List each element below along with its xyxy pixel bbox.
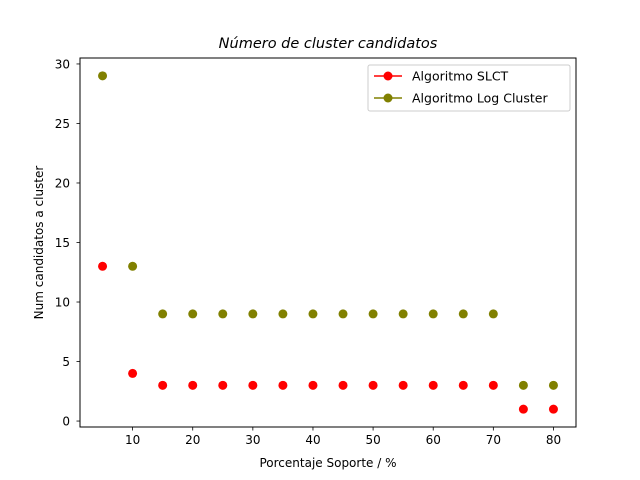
- y-tick-label: 0: [62, 415, 70, 429]
- x-tick-label: 60: [426, 433, 441, 447]
- y-tick-label: 25: [55, 117, 70, 131]
- data-point-logcluster: [218, 309, 228, 319]
- data-point-logcluster: [308, 309, 318, 319]
- legend-label-logcluster: Algoritmo Log Cluster: [412, 91, 548, 106]
- y-tick-label: 5: [62, 355, 70, 369]
- data-point-slct: [248, 380, 258, 390]
- x-tick-label: 20: [185, 433, 200, 447]
- data-point-slct: [188, 380, 198, 390]
- legend-box: [367, 64, 571, 112]
- y-tick-label: 15: [55, 236, 70, 250]
- x-tick-label: 30: [245, 433, 260, 447]
- data-point-logcluster: [428, 309, 438, 319]
- x-tick-label: 80: [546, 433, 561, 447]
- data-point-logcluster: [368, 309, 378, 319]
- points-layer: [98, 71, 558, 414]
- y-tick-label: 30: [55, 57, 70, 71]
- y-tick-label: 10: [55, 296, 70, 310]
- data-point-slct: [278, 380, 288, 390]
- data-point-slct: [158, 380, 168, 390]
- legend: Algoritmo SLCT Algoritmo Log Cluster: [367, 64, 571, 112]
- data-point-slct: [98, 261, 108, 271]
- data-point-slct: [398, 380, 408, 390]
- y-tick-label: 20: [55, 176, 70, 190]
- chart-title: Número de cluster candidatos: [219, 36, 438, 52]
- y-axis-label: Num candidatos a cluster: [32, 166, 46, 320]
- data-point-slct: [308, 380, 318, 390]
- ticks-layer: 10 20 30 40 50 60 70 80 0 5 10 15 20 25 30: [55, 57, 561, 447]
- data-point-logcluster: [458, 309, 468, 319]
- data-point-slct: [518, 404, 528, 414]
- x-tick-label: 10: [125, 433, 140, 447]
- data-point-logcluster: [158, 309, 168, 319]
- data-point-logcluster: [248, 309, 258, 319]
- data-point-slct: [428, 380, 438, 390]
- legend-marker-slct: [383, 71, 393, 81]
- data-point-slct: [458, 380, 468, 390]
- x-tick-label: 70: [486, 433, 501, 447]
- data-point-logcluster: [338, 309, 348, 319]
- data-point-logcluster: [188, 309, 198, 319]
- data-point-slct: [368, 380, 378, 390]
- plot-area-frame: [79, 57, 577, 428]
- data-point-slct: [218, 380, 228, 390]
- data-point-logcluster: [128, 261, 138, 271]
- data-point-slct: [488, 380, 498, 390]
- data-point-slct: [548, 404, 558, 414]
- x-tick-label: 50: [365, 433, 380, 447]
- data-point-logcluster: [98, 71, 108, 81]
- data-point-logcluster: [518, 380, 528, 390]
- data-point-slct: [338, 380, 348, 390]
- legend-marker-logcluster: [383, 93, 393, 103]
- data-point-logcluster: [278, 309, 288, 319]
- legend-label-slct: Algoritmo SLCT: [412, 69, 509, 84]
- data-point-logcluster: [548, 380, 558, 390]
- x-tick-label: 40: [305, 433, 320, 447]
- x-axis-label: Porcentaje Soporte / %: [259, 456, 396, 470]
- data-point-logcluster: [398, 309, 408, 319]
- data-point-slct: [128, 368, 138, 378]
- data-point-logcluster: [488, 309, 498, 319]
